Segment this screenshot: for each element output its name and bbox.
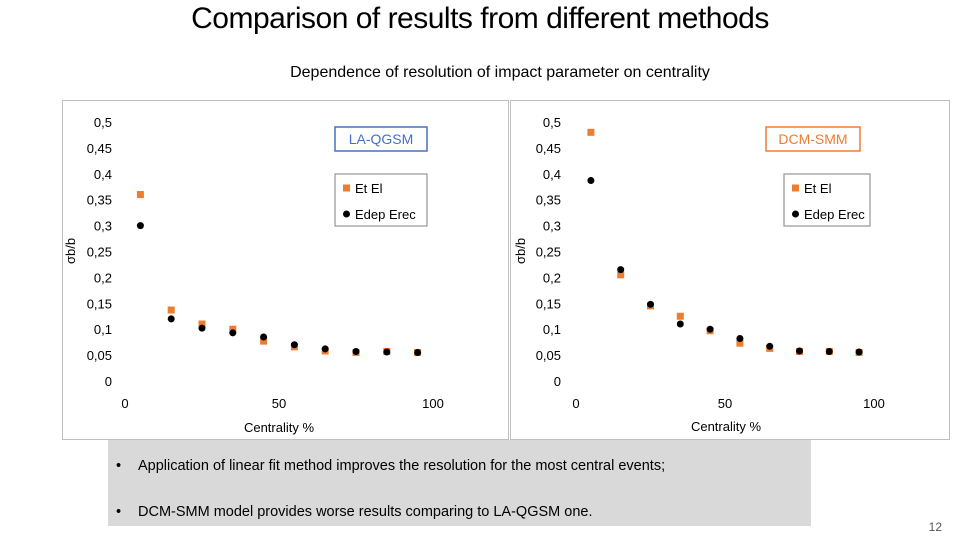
legend-box	[783, 173, 871, 227]
y-axis-label: σb/b	[513, 238, 528, 264]
conclusion-text: Application of linear fit method improve…	[138, 458, 666, 474]
y-tick-label: 0,5	[94, 115, 112, 130]
data-point-et-el	[587, 128, 595, 136]
chart-dcm-smm: 0 0,05 0,1 0,15 0,2 0,25 0,3 0,35 0,4 0,45 0,5 0 50 1…	[510, 100, 950, 440]
chart-la-qgsm-svg: 0 0,05 0,1 0,15 0,2 0,25 0,3 0,35 0,4 0,45 0,5 0 50 1…	[63, 115, 444, 435]
legend-label: Et El	[804, 181, 832, 196]
legend-marker-circle	[343, 210, 350, 218]
conclusion-item: • DCM-SMM model provides worse results co…	[116, 504, 592, 520]
y-tick-label: 0,2	[543, 270, 561, 285]
legend-marker-square	[343, 184, 350, 192]
y-tick-label: 0,35	[536, 193, 561, 208]
data-point-edep-erec	[352, 347, 360, 355]
legend-box	[334, 173, 428, 227]
model-label-box	[334, 126, 428, 152]
data-point-edep-erec	[198, 324, 206, 332]
legend-marker-square	[792, 184, 799, 192]
x-tick-label: 100	[422, 396, 444, 411]
data-point-edep-erec	[825, 347, 833, 355]
data-point-et-el	[136, 191, 144, 199]
data-point-edep-erec	[587, 177, 595, 185]
data-point-edep-erec	[617, 266, 625, 274]
data-point-et-el	[198, 320, 206, 328]
x-tick-label: 100	[863, 396, 885, 411]
y-tick-label: 0,4	[94, 167, 112, 182]
y-tick-label: 0,35	[87, 193, 112, 208]
data-point-edep-erec	[321, 345, 329, 353]
model-label-box	[765, 126, 861, 152]
legend-label: Edep Erec	[355, 207, 416, 222]
slide-title: Comparison of results from different met…	[191, 2, 769, 35]
conclusions-box: • Application of linear fit method improv…	[108, 440, 811, 526]
data-point-edep-erec	[414, 349, 422, 357]
data-point-edep-erec	[736, 335, 744, 343]
x-axis-label: Centrality %	[691, 419, 762, 434]
bullet-icon: •	[116, 504, 122, 520]
x-tick-label: 50	[272, 396, 286, 411]
data-point-edep-erec	[383, 348, 391, 356]
data-point-edep-erec	[766, 342, 774, 350]
y-tick-label: 0,3	[543, 219, 561, 234]
legend-label: Et El	[355, 181, 383, 196]
chart-la-qgsm: 0 0,05 0,1 0,15 0,2 0,25 0,3 0,35 0,4 0,45 0,5 0 50 1…	[62, 100, 509, 440]
chart-dcm-smm-svg: 0 0,05 0,1 0,15 0,2 0,25 0,3 0,35 0,4 0,45 0,5 0 50 1…	[513, 115, 885, 434]
data-point-edep-erec	[796, 347, 803, 355]
legend-marker-circle	[792, 210, 799, 218]
y-tick-label: 0,45	[536, 141, 561, 156]
y-axis-label: σb/b	[63, 238, 78, 264]
y-tick-label: 0,05	[536, 348, 561, 363]
y-tick-label: 0,25	[536, 245, 561, 260]
x-tick-label: 0	[121, 396, 128, 411]
conclusion-text: DCM-SMM model provides worse results com…	[138, 504, 593, 520]
data-point-edep-erec	[229, 329, 237, 337]
data-point-edep-erec	[167, 315, 175, 323]
chart-subtitle: Dependence of resolution of impact param…	[290, 64, 710, 81]
model-label: LA-QGSM	[349, 131, 414, 147]
page-number: 12	[928, 520, 942, 534]
y-tick-label: 0,5	[543, 115, 561, 130]
y-tick-label: 0,45	[87, 141, 112, 156]
y-tick-label: 0	[105, 374, 112, 389]
data-point-edep-erec	[647, 300, 654, 308]
data-point-edep-erec	[290, 341, 298, 349]
data-point-et-el	[736, 339, 744, 347]
conclusion-item: • Application of linear fit method improv…	[116, 458, 665, 474]
y-tick-label: 0,3	[94, 219, 112, 234]
data-point-et-el	[260, 337, 268, 345]
x-tick-label: 0	[572, 396, 579, 411]
y-tick-label: 0,2	[94, 270, 112, 285]
legend-label: Edep Erec	[804, 207, 865, 222]
bullet-icon: •	[116, 458, 122, 474]
y-tick-label: 0,05	[87, 348, 112, 363]
model-label: DCM-SMM	[778, 131, 847, 147]
data-point-edep-erec	[855, 348, 863, 356]
data-point-edep-erec	[136, 222, 144, 230]
data-point-et-el	[617, 271, 625, 279]
y-tick-label: 0,15	[536, 296, 561, 311]
data-point-et-el	[676, 312, 684, 320]
data-point-et-el	[167, 306, 175, 314]
y-tick-label: 0,1	[543, 322, 561, 337]
y-tick-label: 0,15	[87, 296, 112, 311]
x-axis-label: Centrality %	[244, 420, 315, 435]
y-tick-label: 0,4	[543, 167, 561, 182]
y-tick-label: 0,1	[94, 322, 112, 337]
data-point-edep-erec	[260, 333, 268, 341]
x-tick-label: 50	[718, 396, 732, 411]
data-point-et-el	[229, 325, 237, 333]
data-point-edep-erec	[676, 320, 684, 328]
data-point-edep-erec	[706, 325, 714, 333]
y-tick-label: 0	[554, 374, 561, 389]
y-tick-label: 0,25	[87, 245, 112, 260]
